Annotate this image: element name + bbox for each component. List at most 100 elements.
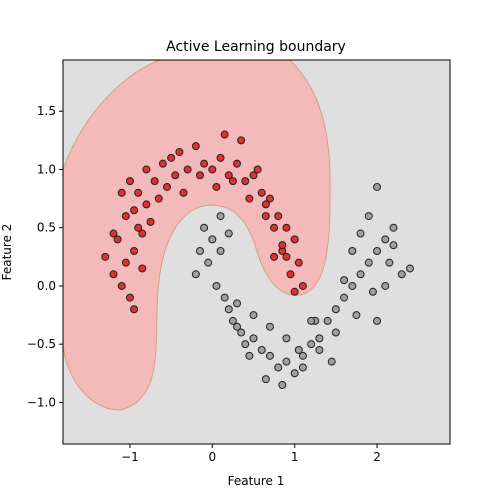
point	[142, 200, 151, 209]
point	[373, 316, 382, 325]
point	[121, 212, 130, 221]
point	[373, 182, 382, 191]
point	[228, 177, 237, 186]
point	[265, 194, 274, 203]
point	[294, 346, 303, 355]
point	[356, 229, 365, 238]
point	[282, 252, 291, 261]
x-tick-label: 1	[291, 450, 299, 464]
point	[233, 299, 242, 308]
point	[278, 241, 287, 250]
point	[220, 293, 229, 302]
point	[249, 171, 258, 180]
point	[331, 328, 340, 337]
points	[101, 130, 414, 389]
point	[298, 281, 307, 290]
point	[253, 165, 262, 174]
point	[307, 316, 316, 325]
point	[154, 194, 163, 203]
point	[249, 311, 258, 320]
point	[134, 223, 143, 232]
point	[220, 130, 229, 139]
point	[134, 188, 143, 197]
point	[389, 223, 398, 232]
point	[257, 188, 266, 197]
point	[233, 322, 242, 331]
point	[405, 264, 414, 273]
point	[323, 316, 332, 325]
point	[200, 159, 209, 168]
point	[130, 247, 139, 256]
point	[278, 380, 287, 389]
y-tick-label: 0.5	[37, 221, 56, 235]
point	[237, 136, 246, 145]
point	[195, 247, 204, 256]
point	[224, 305, 233, 314]
point	[315, 334, 324, 343]
chart-title: Active Learning boundary	[166, 39, 346, 55]
y-tick-label: 1.5	[37, 104, 56, 118]
point	[340, 293, 349, 302]
point	[261, 200, 270, 209]
y-tick-label: −0.5	[27, 337, 56, 351]
point	[397, 270, 406, 279]
point	[224, 229, 233, 238]
point	[307, 340, 316, 349]
point	[249, 334, 258, 343]
y-axis-label: Feature 2	[0, 224, 14, 281]
point	[101, 252, 110, 261]
point	[212, 182, 221, 191]
point	[167, 153, 176, 162]
point	[327, 357, 336, 366]
point	[298, 351, 307, 360]
x-tick-label: 2	[373, 450, 381, 464]
point	[117, 281, 126, 290]
point	[237, 328, 246, 337]
point	[381, 235, 390, 244]
point	[348, 247, 357, 256]
point	[216, 247, 225, 256]
point	[224, 171, 233, 180]
point	[191, 142, 200, 151]
point	[175, 148, 184, 157]
point	[373, 247, 382, 256]
point	[290, 369, 299, 378]
point	[294, 258, 303, 267]
point	[138, 229, 147, 238]
x-tick-label: −1	[121, 450, 139, 464]
point	[364, 212, 373, 221]
point	[233, 159, 242, 168]
point	[150, 177, 159, 186]
point	[274, 363, 283, 372]
point	[171, 171, 180, 180]
point	[130, 206, 139, 215]
point	[364, 258, 373, 267]
point	[125, 293, 134, 302]
point	[204, 258, 213, 267]
x-tick-label: 0	[208, 450, 216, 464]
point	[315, 346, 324, 355]
point	[216, 153, 225, 162]
point	[191, 270, 200, 279]
point	[261, 212, 270, 221]
point	[142, 165, 151, 174]
point	[208, 235, 217, 244]
point	[163, 182, 172, 191]
point	[290, 287, 299, 296]
point	[200, 223, 209, 232]
point	[158, 159, 167, 168]
point	[257, 346, 266, 355]
point	[109, 270, 118, 279]
point	[265, 322, 274, 331]
point	[389, 241, 398, 250]
point	[130, 305, 139, 314]
point	[183, 165, 192, 174]
point	[138, 264, 147, 273]
plot-frame	[62, 59, 451, 445]
point	[381, 281, 390, 290]
point	[245, 194, 254, 203]
point	[286, 270, 295, 279]
point	[117, 188, 126, 197]
point	[356, 270, 365, 279]
point	[290, 235, 299, 244]
